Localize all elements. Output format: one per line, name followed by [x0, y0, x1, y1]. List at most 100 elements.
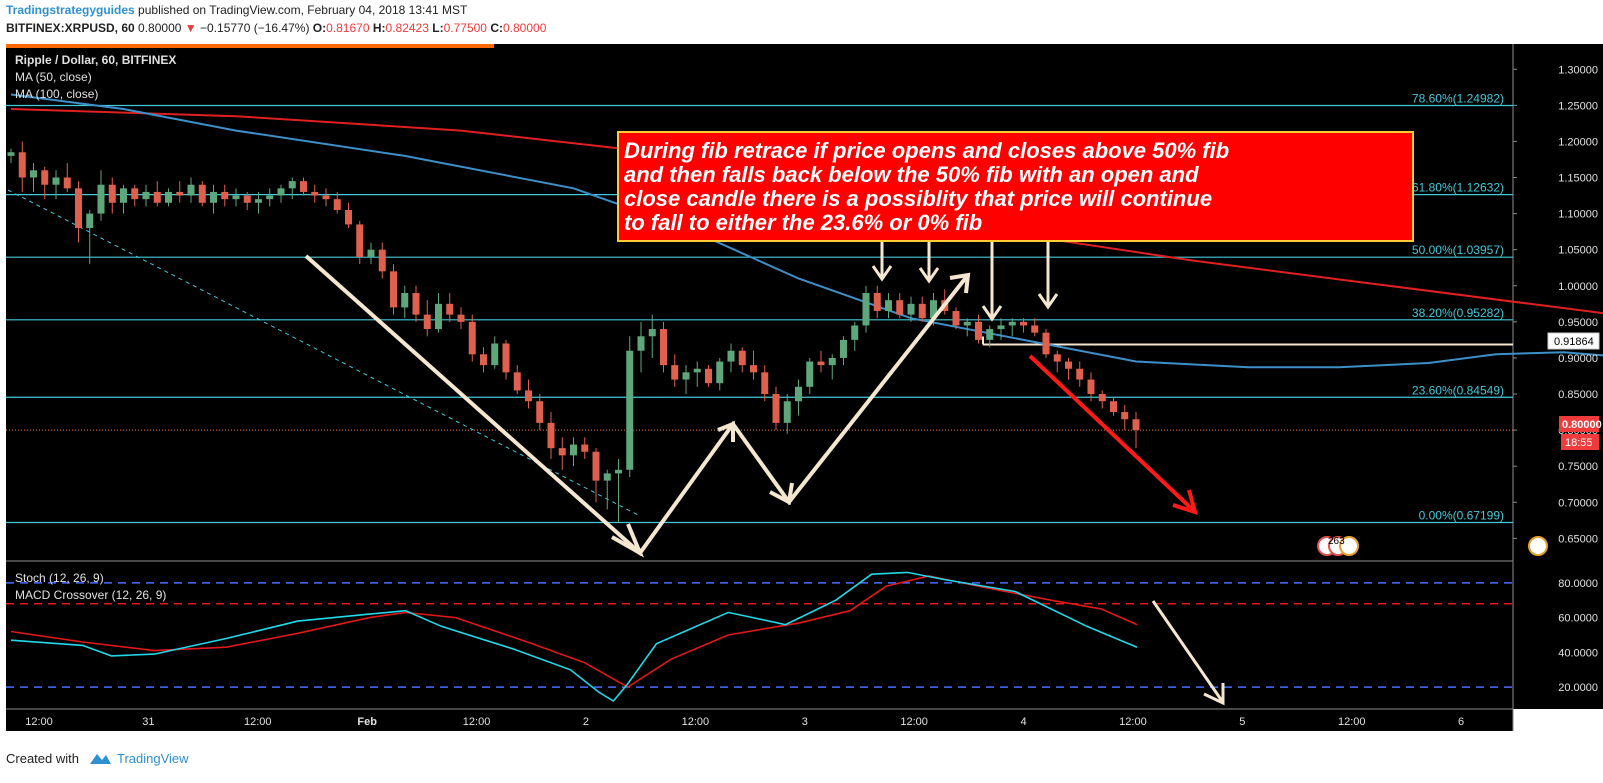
red-down-arrow[interactable]	[1028, 354, 1195, 512]
time-tick-label: 3	[802, 716, 808, 728]
arrowhead-osc-icon	[1203, 683, 1225, 706]
candle-body	[52, 177, 60, 185]
candle-body	[198, 184, 206, 203]
flag-marker-icon[interactable]	[1528, 536, 1548, 556]
candle-body	[356, 224, 364, 257]
fib-level-label: 23.60%(0.84549)	[1412, 383, 1504, 397]
candle-body	[873, 292, 881, 312]
time-tick-label: 6	[1458, 716, 1464, 728]
arrowhead-peak-icon	[717, 421, 735, 442]
candle-body	[266, 195, 274, 200]
candle-body	[277, 188, 285, 196]
candle-body	[120, 188, 127, 203]
candle-body	[322, 195, 330, 200]
candle-body	[187, 184, 195, 196]
arrowhead-down-1-icon	[871, 265, 893, 282]
candle-body	[288, 181, 296, 189]
fib-level-label: 50.00%(1.03957)	[1412, 243, 1504, 257]
osc-tick-label: 20.0000	[1558, 682, 1598, 694]
publish-line: Tradingstrategyguides published on Tradi…	[6, 3, 467, 17]
candle-body	[536, 401, 544, 423]
price-tick-label: 0.95000	[1558, 317, 1598, 329]
price-chart[interactable]: 78.60%(1.24982) 61.80%(1.12632) 50.00%(1.0…	[0, 40, 1603, 738]
candle-body	[300, 181, 307, 192]
time-tick-label: 12:00	[900, 716, 928, 728]
price-axis-background	[1513, 44, 1603, 709]
osc-k-line	[10, 571, 1138, 703]
candle-body	[345, 209, 352, 225]
legend-title: Ripple / Dollar, 60, BITFINEX	[15, 53, 176, 67]
candle-body	[513, 372, 521, 391]
price-legend: Ripple / Dollar, 60, BITFINEX MA (50, cl…	[15, 53, 176, 101]
oscillator-down-arrow[interactable]	[1151, 600, 1224, 702]
candle-body	[637, 336, 645, 351]
flag-marker-icon[interactable]	[1339, 536, 1359, 556]
price-tick-label: 1.15000	[1558, 173, 1598, 185]
candle-body	[75, 188, 82, 229]
candle-body	[558, 448, 566, 456]
candle-body	[885, 300, 892, 312]
candle-body	[435, 303, 442, 330]
oscillator-pane: 80.0000 60.0000 40.0000 20.0000	[6, 571, 1598, 703]
candle-body	[367, 249, 375, 257]
last-price-tag	[1559, 416, 1599, 432]
price-tick-label: 1.25000	[1558, 100, 1598, 112]
time-tick-label: 31	[142, 716, 154, 728]
time-tick-label: Feb	[357, 716, 377, 728]
candle-body	[1076, 368, 1084, 380]
fib-level-label: 0.00%(0.67199)	[1419, 508, 1504, 522]
published-text: published on TradingView.com, February 0…	[138, 3, 468, 17]
author-link[interactable]: Tradingstrategyguides	[6, 3, 135, 17]
candle-body	[1020, 321, 1027, 326]
candle-body	[378, 249, 386, 272]
candle-body	[581, 444, 589, 452]
time-tick-label: 2	[583, 716, 589, 728]
low-label: L:	[432, 21, 444, 35]
last-price-tag-text: 0.80000	[1562, 419, 1602, 431]
time-axis[interactable]: 12:00 31 12:00 Feb 12:00 2 12:00 3 12:00 4 12:00 5 1…	[25, 716, 1464, 728]
candle-body	[997, 325, 1005, 330]
candle-body	[907, 303, 915, 315]
time-tick-label: 12:00	[682, 716, 710, 728]
candle-body	[390, 271, 397, 308]
price-tick-label: 1.30000	[1558, 64, 1598, 76]
candle-body	[716, 361, 724, 384]
drawn-arrows[interactable]	[304, 240, 1225, 706]
top-accent-bar	[6, 44, 494, 48]
annotation-callout[interactable]: During fib retrace if price opens and cl…	[617, 131, 1414, 242]
candle-body	[210, 191, 217, 203]
candle-body	[975, 321, 982, 340]
chart-header: Tradingstrategyguides published on Tradi…	[0, 0, 1603, 40]
osc-tick-label: 40.0000	[1558, 647, 1598, 659]
candle-body	[63, 177, 71, 189]
candle-body	[952, 311, 960, 326]
time-tick-label: 12:00	[463, 716, 491, 728]
tradingview-link[interactable]: TradingView	[117, 751, 189, 766]
candle-body	[547, 422, 555, 449]
time-axis-background	[6, 709, 1513, 731]
footer: Created with TradingView	[0, 738, 1603, 783]
fib-level-label: 61.80%(1.12632)	[1412, 181, 1504, 195]
fib-retracement[interactable]: 78.60%(1.24982) 61.80%(1.12632) 50.00%(1.0…	[6, 91, 1513, 524]
arrowhead-down-3-icon	[981, 305, 1003, 322]
created-with-text: Created with	[6, 751, 79, 766]
candle-body	[502, 343, 510, 373]
candle-body	[840, 339, 847, 358]
event-markers[interactable]: 263	[1317, 536, 1548, 556]
last-price: 0.80000	[138, 21, 182, 35]
candle-body	[705, 368, 712, 384]
candle-body	[1132, 419, 1140, 431]
candle-body	[243, 195, 251, 203]
candle-body	[1087, 379, 1095, 395]
candle-body	[153, 191, 161, 203]
candle-body	[333, 199, 341, 210]
candle-body	[423, 314, 431, 330]
candle-body	[761, 372, 769, 395]
candle-body	[772, 394, 780, 423]
candle-body	[682, 372, 690, 380]
time-tick-label: 12:00	[1338, 716, 1366, 728]
oscillator-legend: Stoch (12, 26, 9) MACD Crossover (12, 26…	[15, 571, 166, 602]
price-tick-label: 1.05000	[1558, 245, 1598, 257]
candle-body	[918, 303, 926, 319]
candle-body	[1098, 394, 1106, 402]
